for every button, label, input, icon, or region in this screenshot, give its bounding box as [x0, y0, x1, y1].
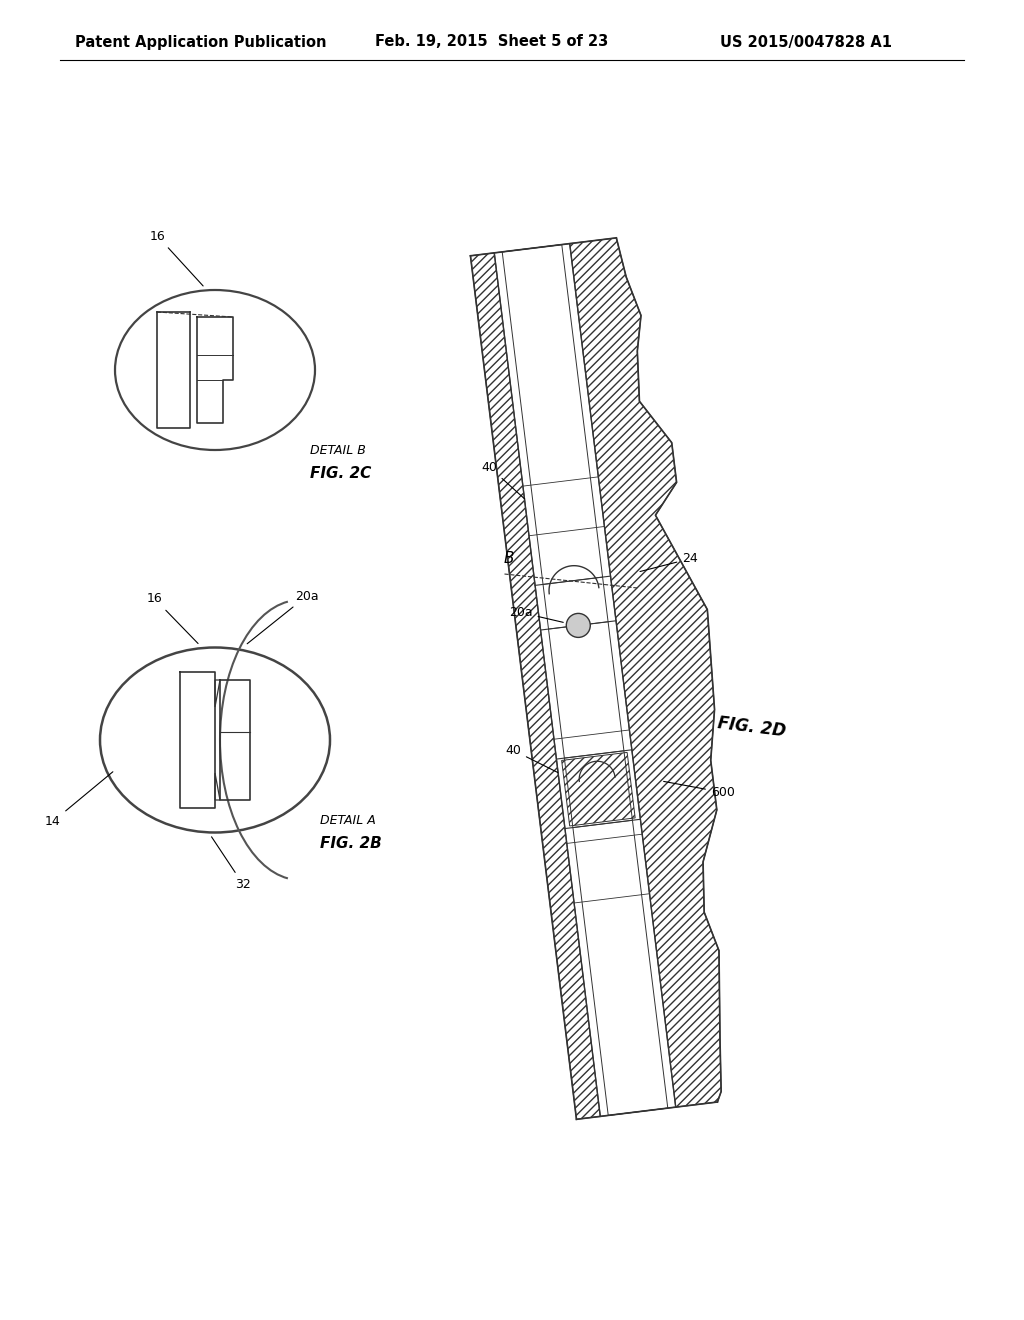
Text: 20a: 20a [247, 590, 318, 644]
Text: 40: 40 [481, 461, 524, 499]
Text: DETAIL A: DETAIL A [319, 813, 376, 826]
Text: B: B [504, 550, 514, 566]
Text: 16: 16 [147, 593, 198, 644]
Text: 24: 24 [640, 552, 698, 572]
Text: Patent Application Publication: Patent Application Publication [75, 34, 327, 49]
Text: 40: 40 [505, 743, 558, 772]
Text: 600: 600 [664, 781, 735, 799]
Polygon shape [561, 752, 635, 826]
Text: US 2015/0047828 A1: US 2015/0047828 A1 [720, 34, 892, 49]
Text: 16: 16 [150, 230, 203, 286]
Text: 32: 32 [212, 837, 251, 891]
Text: FIG. 2C: FIG. 2C [310, 466, 372, 480]
Text: Feb. 19, 2015  Sheet 5 of 23: Feb. 19, 2015 Sheet 5 of 23 [375, 34, 608, 49]
Text: 14: 14 [45, 772, 113, 828]
Text: FIG. 2D: FIG. 2D [717, 714, 786, 741]
Polygon shape [569, 238, 721, 1107]
Text: FIG. 2B: FIG. 2B [319, 836, 382, 850]
Text: 20a: 20a [509, 606, 563, 622]
Polygon shape [470, 253, 600, 1119]
Text: DETAIL B: DETAIL B [310, 444, 366, 457]
Circle shape [566, 614, 590, 638]
